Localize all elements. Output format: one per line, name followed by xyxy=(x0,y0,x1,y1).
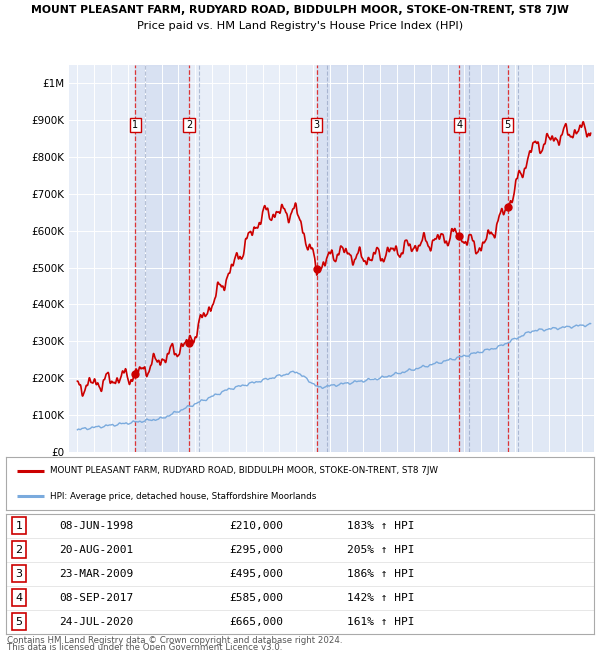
Text: 20-AUG-2001: 20-AUG-2001 xyxy=(59,545,133,554)
Text: Contains HM Land Registry data © Crown copyright and database right 2024.: Contains HM Land Registry data © Crown c… xyxy=(7,636,343,645)
Text: 3: 3 xyxy=(16,569,22,578)
Text: 24-JUL-2020: 24-JUL-2020 xyxy=(59,617,133,627)
Bar xyxy=(459,65,508,452)
Text: £585,000: £585,000 xyxy=(229,593,283,603)
Bar xyxy=(508,65,594,452)
Text: 205% ↑ HPI: 205% ↑ HPI xyxy=(347,545,415,554)
Text: Price paid vs. HM Land Registry's House Price Index (HPI): Price paid vs. HM Land Registry's House … xyxy=(137,21,463,31)
Text: 1: 1 xyxy=(16,521,22,530)
Text: 142% ↑ HPI: 142% ↑ HPI xyxy=(347,593,415,603)
Text: 23-MAR-2009: 23-MAR-2009 xyxy=(59,569,133,578)
Text: £495,000: £495,000 xyxy=(229,569,283,578)
Text: 1: 1 xyxy=(132,120,139,130)
Bar xyxy=(317,65,459,452)
Text: 5: 5 xyxy=(16,617,22,627)
Text: 3: 3 xyxy=(314,120,320,130)
Text: 5: 5 xyxy=(505,120,511,130)
Text: 08-SEP-2017: 08-SEP-2017 xyxy=(59,593,133,603)
Text: 2: 2 xyxy=(16,545,22,554)
Text: £665,000: £665,000 xyxy=(229,617,283,627)
Text: 4: 4 xyxy=(16,593,22,603)
Text: 186% ↑ HPI: 186% ↑ HPI xyxy=(347,569,415,578)
Text: 2: 2 xyxy=(186,120,192,130)
Text: 08-JUN-1998: 08-JUN-1998 xyxy=(59,521,133,530)
Text: MOUNT PLEASANT FARM, RUDYARD ROAD, BIDDULPH MOOR, STOKE-ON-TRENT, ST8 7JW: MOUNT PLEASANT FARM, RUDYARD ROAD, BIDDU… xyxy=(31,5,569,15)
Text: £295,000: £295,000 xyxy=(229,545,283,554)
Text: HPI: Average price, detached house, Staffordshire Moorlands: HPI: Average price, detached house, Staf… xyxy=(50,492,316,501)
Text: This data is licensed under the Open Government Licence v3.0.: This data is licensed under the Open Gov… xyxy=(7,644,283,650)
Text: MOUNT PLEASANT FARM, RUDYARD ROAD, BIDDULPH MOOR, STOKE-ON-TRENT, ST8 7JW: MOUNT PLEASANT FARM, RUDYARD ROAD, BIDDU… xyxy=(50,466,438,475)
Bar xyxy=(135,65,189,452)
Text: 161% ↑ HPI: 161% ↑ HPI xyxy=(347,617,415,627)
Text: 4: 4 xyxy=(456,120,462,130)
Text: £210,000: £210,000 xyxy=(229,521,283,530)
Text: 183% ↑ HPI: 183% ↑ HPI xyxy=(347,521,415,530)
